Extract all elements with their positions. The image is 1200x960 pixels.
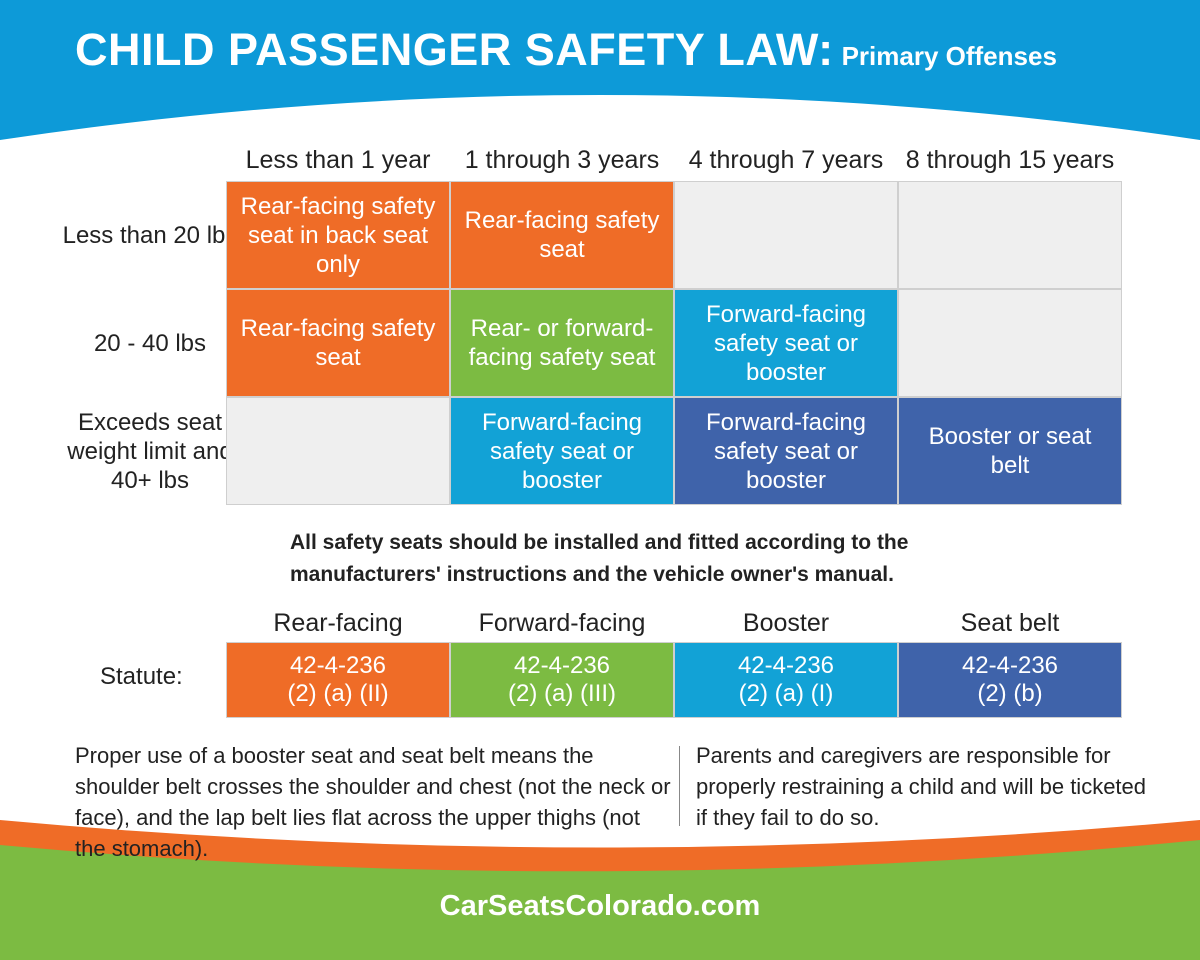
age-header-2: 4 through 7 years: [688, 146, 884, 174]
website-link[interactable]: CarSeatsColorado.com: [439, 890, 761, 922]
header-blue-band: [0, 0, 1200, 140]
weight-row-label-2: Exceeds seat weight limit and 40+ lbs: [67, 408, 233, 494]
grid-cell: Forward-facing safety seat or booster: [674, 397, 898, 505]
installation-note: All safety seats should be installed and…: [290, 531, 909, 586]
weight-row-label-1: 20 - 40 lbs: [93, 329, 207, 357]
statute-label: Statute:: [100, 663, 183, 690]
booster-usage-text: Proper use of a booster seat and seat be…: [75, 743, 671, 861]
statute-cell: 42-4-236 (2) (b): [898, 642, 1122, 718]
page-subtitle: Primary Offenses: [841, 41, 1057, 71]
grid-cell: [898, 289, 1122, 397]
grid-cell: Rear-facing safety seat in back seat onl…: [226, 181, 450, 289]
grid-cell: Rear- or forward-facing safety seat: [450, 289, 674, 397]
statute-header-2: Booster: [742, 609, 830, 637]
age-header-1: 1 through 3 years: [464, 146, 660, 174]
grid-cell: Forward-facing safety seat or booster: [674, 289, 898, 397]
footer-divider: [679, 746, 680, 826]
age-header-3: 8 through 15 years: [905, 146, 1115, 174]
statute-subsection: (2) (a) (III): [508, 680, 616, 707]
title-row: CHILD PASSENGER SAFETY LAW: Primary Offe…: [75, 24, 1057, 76]
page-title: CHILD PASSENGER SAFETY LAW:: [75, 24, 834, 75]
age-header-0: Less than 1 year: [245, 146, 431, 174]
statute-cell: 42-4-236 (2) (a) (II): [226, 642, 450, 718]
grid-cell: Rear-facing safety seat: [226, 289, 450, 397]
responsibility-text: Parents and caregivers are responsible f…: [696, 743, 1147, 830]
statute-code: 42-4-236: [961, 652, 1059, 679]
grid-cell: [898, 181, 1122, 289]
statute-cell: 42-4-236 (2) (a) (I): [674, 642, 898, 718]
statute-cell: 42-4-236 (2) (a) (III): [450, 642, 674, 718]
requirements-grid: Rear-facing safety seat in back seat onl…: [226, 181, 1124, 506]
statute-code: 42-4-236: [737, 652, 835, 679]
grid-cell: [226, 397, 450, 505]
grid-cell: Rear-facing safety seat: [450, 181, 674, 289]
footer-green-band: [0, 840, 1200, 960]
statute-code: 42-4-236: [289, 652, 387, 679]
statute-header-0: Rear-facing: [273, 609, 403, 637]
statute-code: 42-4-236: [513, 652, 611, 679]
statute-header-1: Forward-facing: [478, 609, 646, 637]
statute-row: 42-4-236 (2) (a) (II) 42-4-236 (2) (a) (…: [226, 642, 1124, 718]
grid-cell: Booster or seat belt: [898, 397, 1122, 505]
statute-subsection: (2) (a) (II): [287, 680, 389, 707]
grid-cell: Forward-facing safety seat or booster: [450, 397, 674, 505]
statute-subsection: (2) (b): [977, 680, 1043, 707]
statute-subsection: (2) (a) (I): [738, 680, 834, 707]
grid-cell: [674, 181, 898, 289]
weight-row-label-0: Less than 20 lbs: [62, 221, 238, 249]
statute-header-3: Seat belt: [960, 609, 1060, 637]
